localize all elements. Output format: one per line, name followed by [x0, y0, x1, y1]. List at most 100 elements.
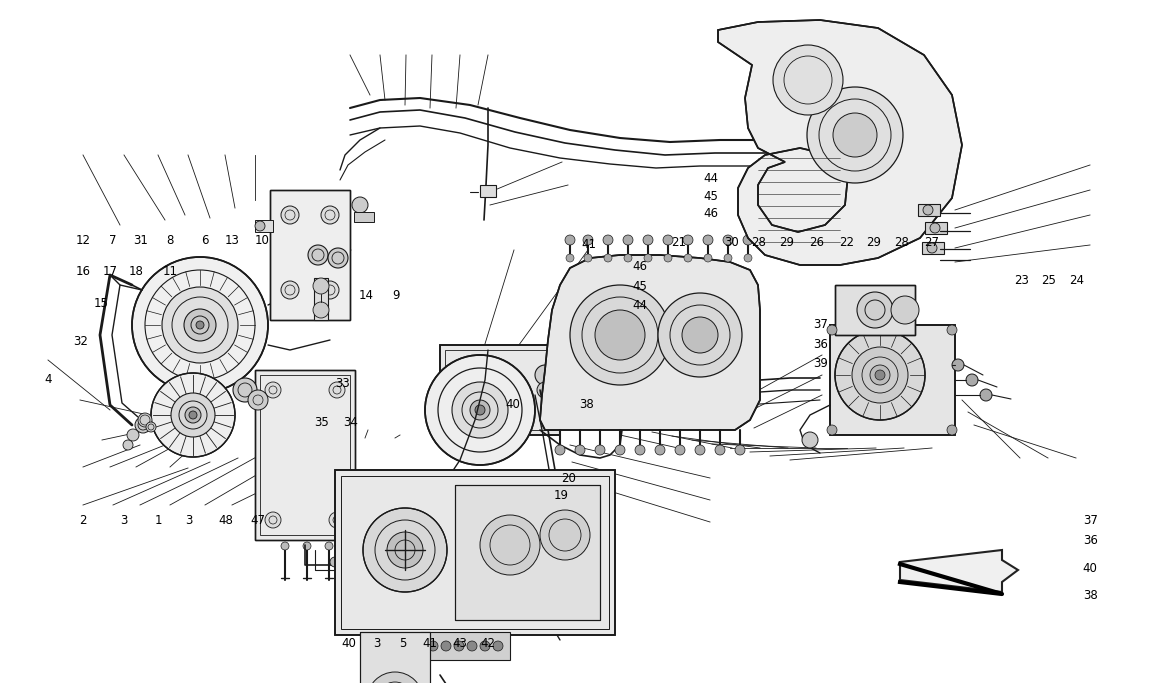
Circle shape — [329, 382, 345, 398]
Text: 40: 40 — [1083, 561, 1097, 575]
Circle shape — [946, 325, 957, 335]
Bar — [440, 345, 560, 435]
Circle shape — [555, 445, 565, 455]
Text: 21: 21 — [670, 236, 687, 249]
Circle shape — [264, 512, 281, 528]
Circle shape — [773, 45, 843, 115]
Bar — [335, 470, 615, 635]
Circle shape — [575, 445, 585, 455]
Circle shape — [138, 413, 152, 427]
Circle shape — [744, 254, 752, 262]
Circle shape — [682, 317, 718, 353]
Text: 15: 15 — [94, 297, 108, 311]
Text: 5: 5 — [399, 637, 406, 650]
Bar — [314, 278, 328, 320]
Circle shape — [703, 235, 713, 245]
Circle shape — [388, 532, 423, 568]
Text: 3: 3 — [121, 514, 128, 527]
Circle shape — [635, 445, 645, 455]
Text: 39: 39 — [814, 357, 828, 370]
Circle shape — [807, 87, 903, 183]
Circle shape — [930, 223, 940, 233]
Circle shape — [595, 310, 645, 360]
Circle shape — [980, 389, 992, 401]
Bar — [255, 370, 355, 540]
Text: 28: 28 — [895, 236, 908, 249]
Text: 45: 45 — [704, 190, 718, 204]
Text: 9: 9 — [392, 288, 399, 302]
Circle shape — [583, 235, 593, 245]
Circle shape — [171, 393, 215, 437]
Circle shape — [470, 400, 490, 420]
Text: 30: 30 — [724, 236, 738, 249]
Text: 26: 26 — [808, 236, 825, 249]
Text: 29: 29 — [866, 236, 882, 249]
Circle shape — [480, 641, 490, 651]
Text: 34: 34 — [344, 415, 358, 429]
Circle shape — [233, 378, 256, 402]
Circle shape — [603, 235, 613, 245]
Text: 46: 46 — [631, 260, 647, 273]
Circle shape — [132, 257, 268, 393]
Circle shape — [624, 254, 632, 262]
Text: 10: 10 — [255, 234, 269, 247]
Circle shape — [480, 515, 540, 575]
Bar — [480, 185, 496, 197]
Circle shape — [126, 429, 139, 441]
Circle shape — [743, 235, 753, 245]
Polygon shape — [540, 255, 760, 430]
Circle shape — [675, 445, 685, 455]
Circle shape — [656, 445, 665, 455]
Bar — [270, 190, 350, 320]
Circle shape — [584, 254, 592, 262]
Circle shape — [428, 641, 438, 651]
Circle shape — [321, 281, 339, 299]
Circle shape — [255, 221, 264, 231]
Circle shape — [695, 445, 705, 455]
Bar — [440, 345, 560, 435]
Text: 6: 6 — [201, 234, 208, 247]
Circle shape — [185, 407, 201, 423]
Circle shape — [454, 641, 463, 651]
Circle shape — [248, 390, 268, 410]
Circle shape — [704, 254, 712, 262]
Text: 16: 16 — [75, 265, 91, 279]
Circle shape — [952, 359, 964, 371]
Circle shape — [281, 542, 289, 550]
Text: 37: 37 — [814, 318, 828, 331]
Circle shape — [123, 440, 133, 450]
Text: 40: 40 — [342, 637, 355, 650]
Text: 43: 43 — [453, 637, 467, 650]
Text: 7: 7 — [109, 234, 116, 247]
Circle shape — [623, 235, 633, 245]
Bar — [455, 485, 600, 620]
Circle shape — [313, 302, 329, 318]
Circle shape — [827, 325, 837, 335]
Circle shape — [328, 248, 348, 268]
Text: 25: 25 — [1042, 273, 1056, 287]
Text: 36: 36 — [814, 338, 828, 352]
Text: 22: 22 — [838, 236, 854, 249]
Bar — [830, 325, 954, 435]
Bar — [342, 476, 610, 629]
Polygon shape — [718, 20, 963, 265]
Circle shape — [426, 355, 535, 465]
Polygon shape — [900, 550, 1018, 592]
Bar — [255, 220, 273, 232]
Text: 42: 42 — [480, 637, 496, 650]
Bar — [335, 470, 615, 635]
Circle shape — [475, 405, 485, 415]
Bar — [255, 370, 355, 540]
Text: 36: 36 — [1083, 534, 1097, 548]
Text: 37: 37 — [1083, 514, 1097, 527]
Circle shape — [802, 432, 818, 448]
Circle shape — [891, 296, 919, 324]
Text: 12: 12 — [75, 234, 91, 247]
Circle shape — [658, 293, 742, 377]
Circle shape — [467, 641, 477, 651]
Circle shape — [871, 365, 890, 385]
Text: 44: 44 — [703, 172, 719, 186]
Bar — [922, 242, 944, 254]
Circle shape — [189, 411, 197, 419]
Text: 38: 38 — [580, 398, 593, 411]
